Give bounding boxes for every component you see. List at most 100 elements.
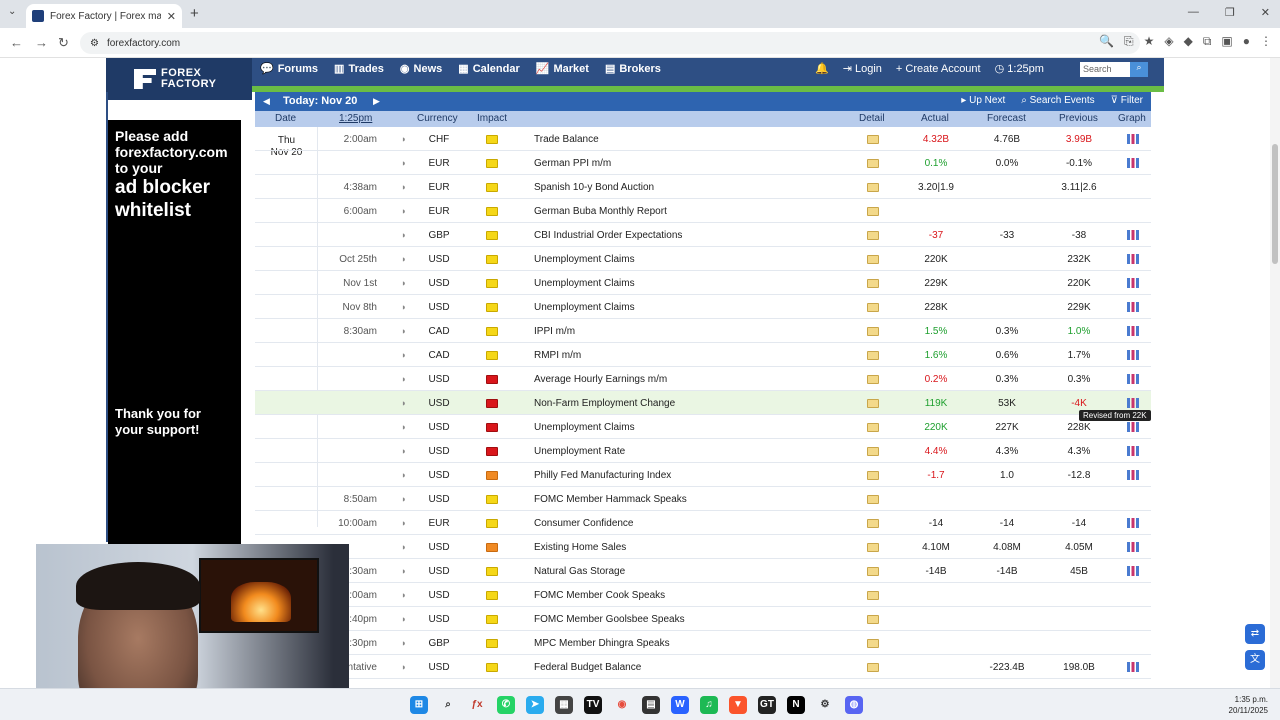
detail-folder-icon[interactable] [867,303,879,312]
login-link[interactable]: ⇥ Login [842,63,882,75]
spotify-icon[interactable]: ♫ [700,696,718,714]
graph-bars-icon[interactable] [1127,470,1139,480]
graph-bars-icon[interactable] [1127,518,1139,528]
sound-alert-icon[interactable]: ◗ [401,614,407,624]
chrome-icon[interactable]: ◉ [613,696,631,714]
fx-app-icon[interactable]: ƒx [468,696,486,714]
sound-alert-icon[interactable]: ◗ [401,278,407,288]
calculator-icon[interactable]: ▦ [555,696,573,714]
table-row[interactable]: ◗ USD Non-Farm Employment Change 119K 53K -4K [255,391,1151,415]
profile-avatar[interactable]: ● [1242,34,1250,48]
address-bar[interactable]: ⚙ forexfactory.com [80,32,1140,54]
graph-bars-icon[interactable] [1127,254,1139,264]
table-row[interactable]: ◗ EUR German PPI m/m 0.1% 0.0% -0.1% [255,151,1151,175]
telegram-icon[interactable]: ➤ [526,696,544,714]
event-title[interactable]: Unemployment Rate [534,446,626,457]
extension-icon[interactable]: ◆ [1183,34,1193,48]
sound-alert-icon[interactable]: ◗ [401,326,407,336]
event-title[interactable]: Spanish 10-y Bond Auction [534,182,655,193]
brave-icon[interactable]: ▼ [729,696,747,714]
graph-bars-icon[interactable] [1127,326,1139,336]
detail-folder-icon[interactable] [867,327,879,336]
sound-alert-icon[interactable]: ◗ [401,350,407,360]
site-info-icon[interactable]: ⚙ [90,37,99,49]
detail-folder-icon[interactable] [867,351,879,360]
detail-folder-icon[interactable] [867,423,879,432]
puzzle-icon[interactable]: ⧉ [1202,34,1212,48]
table-row[interactable]: ◗ Oct 25th USD Unemployment Claims 220K 232K [255,247,1151,271]
assistant-icon[interactable]: 文 [1245,650,1265,670]
graph-bars-icon[interactable] [1127,446,1139,456]
extension-icon[interactable]: ◈ [1164,34,1174,48]
nav-brokers[interactable]: ▤ Brokers [604,62,661,76]
detail-folder-icon[interactable] [867,663,879,672]
nav-trades[interactable]: ▥ Trades [334,62,384,76]
detail-folder-icon[interactable] [867,279,879,288]
table-row[interactable]: ◗ Tentative USD Federal Budget Balance -223.… [255,655,1151,679]
browser-tab[interactable]: Forex Factory | Forex markets fo ✕ [26,4,182,28]
nav-calendar[interactable]: ▦ Calendar [458,62,520,76]
sound-alert-icon[interactable]: ◗ [401,182,407,192]
graph-bars-icon[interactable] [1127,158,1139,168]
sound-alert-icon[interactable]: ◗ [401,254,407,264]
table-row[interactable]: ◗ 11:00am USD FOMC Member Cook Speaks [255,583,1151,607]
sound-alert-icon[interactable]: ◗ [401,494,407,504]
graph-bars-icon[interactable] [1127,542,1139,552]
table-row[interactable]: ◗ 6:00am EUR German Buba Monthly Report [255,199,1151,223]
sound-alert-icon[interactable]: ◗ [401,398,407,408]
whatsapp-icon[interactable]: ✆ [497,696,515,714]
graph-bars-icon[interactable] [1127,230,1139,240]
app-icon[interactable]: W [671,696,689,714]
header-time[interactable]: 1:25pm [339,113,373,124]
event-title[interactable]: Federal Budget Balance [534,662,642,673]
maximize-icon[interactable]: ❐ [1224,7,1235,19]
table-row[interactable]: ◗ USD Philly Fed Manufacturing Index -1.7 1.… [255,463,1151,487]
search-events-button[interactable]: ⌕ Search Events [1021,95,1095,106]
table-row[interactable]: ◗ 8:50am USD FOMC Member Hammack Speaks [255,487,1151,511]
sound-alert-icon[interactable]: ◗ [401,470,407,480]
graph-bars-icon[interactable] [1127,302,1139,312]
today-label[interactable]: Today: Nov 20 [283,95,358,107]
event-title[interactable]: Average Hourly Earnings m/m [534,374,668,385]
notification-bell-icon[interactable]: 🔔 [815,63,829,75]
event-title[interactable]: Unemployment Claims [534,278,635,289]
minimize-icon[interactable]: — [1187,6,1199,18]
event-title[interactable]: Unemployment Claims [534,422,635,433]
event-title[interactable]: Unemployment Claims [534,302,635,313]
table-row[interactable]: ◗ 8:30am CAD IPPI m/m 1.5% 0.3% 1.0% [255,319,1151,343]
graph-bars-icon[interactable] [1127,662,1139,672]
table-row[interactable]: ◗ USD Unemployment Claims 220K 227K 228K [255,415,1151,439]
table-row[interactable]: ◗ 10:00am EUR Consumer Confidence -14 -14 -14 [255,511,1151,535]
event-title[interactable]: Trade Balance [534,134,599,145]
detail-folder-icon[interactable] [867,471,879,480]
system-clock[interactable]: 1:35 p.m. 20/11/2025 [1229,694,1268,716]
search-icon[interactable]: ⌕ [439,696,457,714]
table-row[interactable]: ◗ USD Average Hourly Earnings m/m 0.2% 0.3% 0… [255,367,1151,391]
sound-alert-icon[interactable]: ◗ [401,302,407,312]
event-title[interactable]: German PPI m/m [534,158,612,169]
filter-button[interactable]: ⊽ Filter [1110,95,1143,106]
event-title[interactable]: German Buba Monthly Report [534,206,667,217]
detail-folder-icon[interactable] [867,399,879,408]
graph-bars-icon[interactable] [1127,398,1139,408]
sound-alert-icon[interactable]: ◗ [401,590,407,600]
detail-folder-icon[interactable] [867,615,879,624]
back-icon[interactable]: ← [10,35,23,50]
detail-folder-icon[interactable] [867,231,879,240]
translate-icon[interactable]: ⇄ [1245,624,1265,644]
graph-bars-icon[interactable] [1127,278,1139,288]
app-icon[interactable]: ▤ [642,696,660,714]
sidebar-icon[interactable]: ▣ [1221,34,1233,48]
install-icon[interactable]: ⎘ [1123,34,1134,48]
windows-start-icon[interactable]: ⊞ [410,696,428,714]
sound-alert-icon[interactable]: ◗ [401,206,407,216]
scrollbar-thumb[interactable] [1272,144,1278,264]
sound-alert-icon[interactable]: ◗ [401,158,407,168]
zoom-icon[interactable]: 🔍 [1099,34,1114,48]
site-search-input[interactable]: Search [1080,62,1130,77]
event-title[interactable]: Consumer Confidence [534,518,634,529]
graph-bars-icon[interactable] [1127,134,1139,144]
detail-folder-icon[interactable] [867,255,879,264]
menu-icon[interactable]: ⋮ [1260,34,1272,48]
nav-forums[interactable]: 💬 Forums [260,62,319,76]
